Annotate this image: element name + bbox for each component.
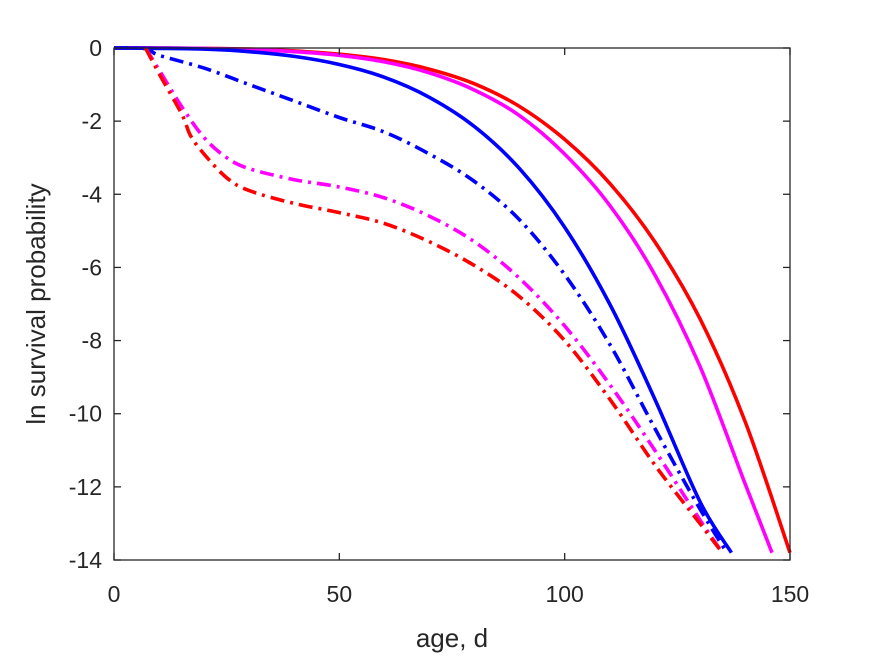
- x-tick-label: 0: [108, 581, 121, 607]
- series-line-6-dashdot: [143, 47, 724, 554]
- y-axis-label: ln survival probability: [21, 183, 51, 424]
- series-line-3-solid: [113, 46, 733, 554]
- axes-box: [113, 47, 791, 561]
- y-tick-label: -4: [82, 181, 103, 207]
- series-layer: [113, 46, 792, 554]
- plot-area: [114, 48, 790, 560]
- y-tick-label: -2: [82, 108, 102, 134]
- y-tick-label: -14: [69, 547, 102, 573]
- series-line-4-dashdot: [113, 46, 729, 554]
- x-axis-ticks: 0 50 100 150: [108, 48, 809, 607]
- x-tick-label: 50: [327, 581, 353, 607]
- x-axis-label: age, d: [416, 623, 488, 653]
- x-tick-label: 150: [771, 581, 809, 607]
- axes-layer: [113, 47, 791, 561]
- y-tick-label: 0: [89, 35, 102, 61]
- y-tick-label: -10: [69, 401, 102, 427]
- y-axis-ticks: 0 -2 -4 -6 -8 -10 -12 -14: [69, 35, 790, 573]
- y-tick-label: -8: [82, 328, 102, 354]
- x-tick-label: 100: [545, 581, 583, 607]
- y-tick-label: -12: [69, 474, 102, 500]
- y-tick-label: -6: [82, 254, 102, 280]
- series-line-5-dashdot: [143, 47, 724, 554]
